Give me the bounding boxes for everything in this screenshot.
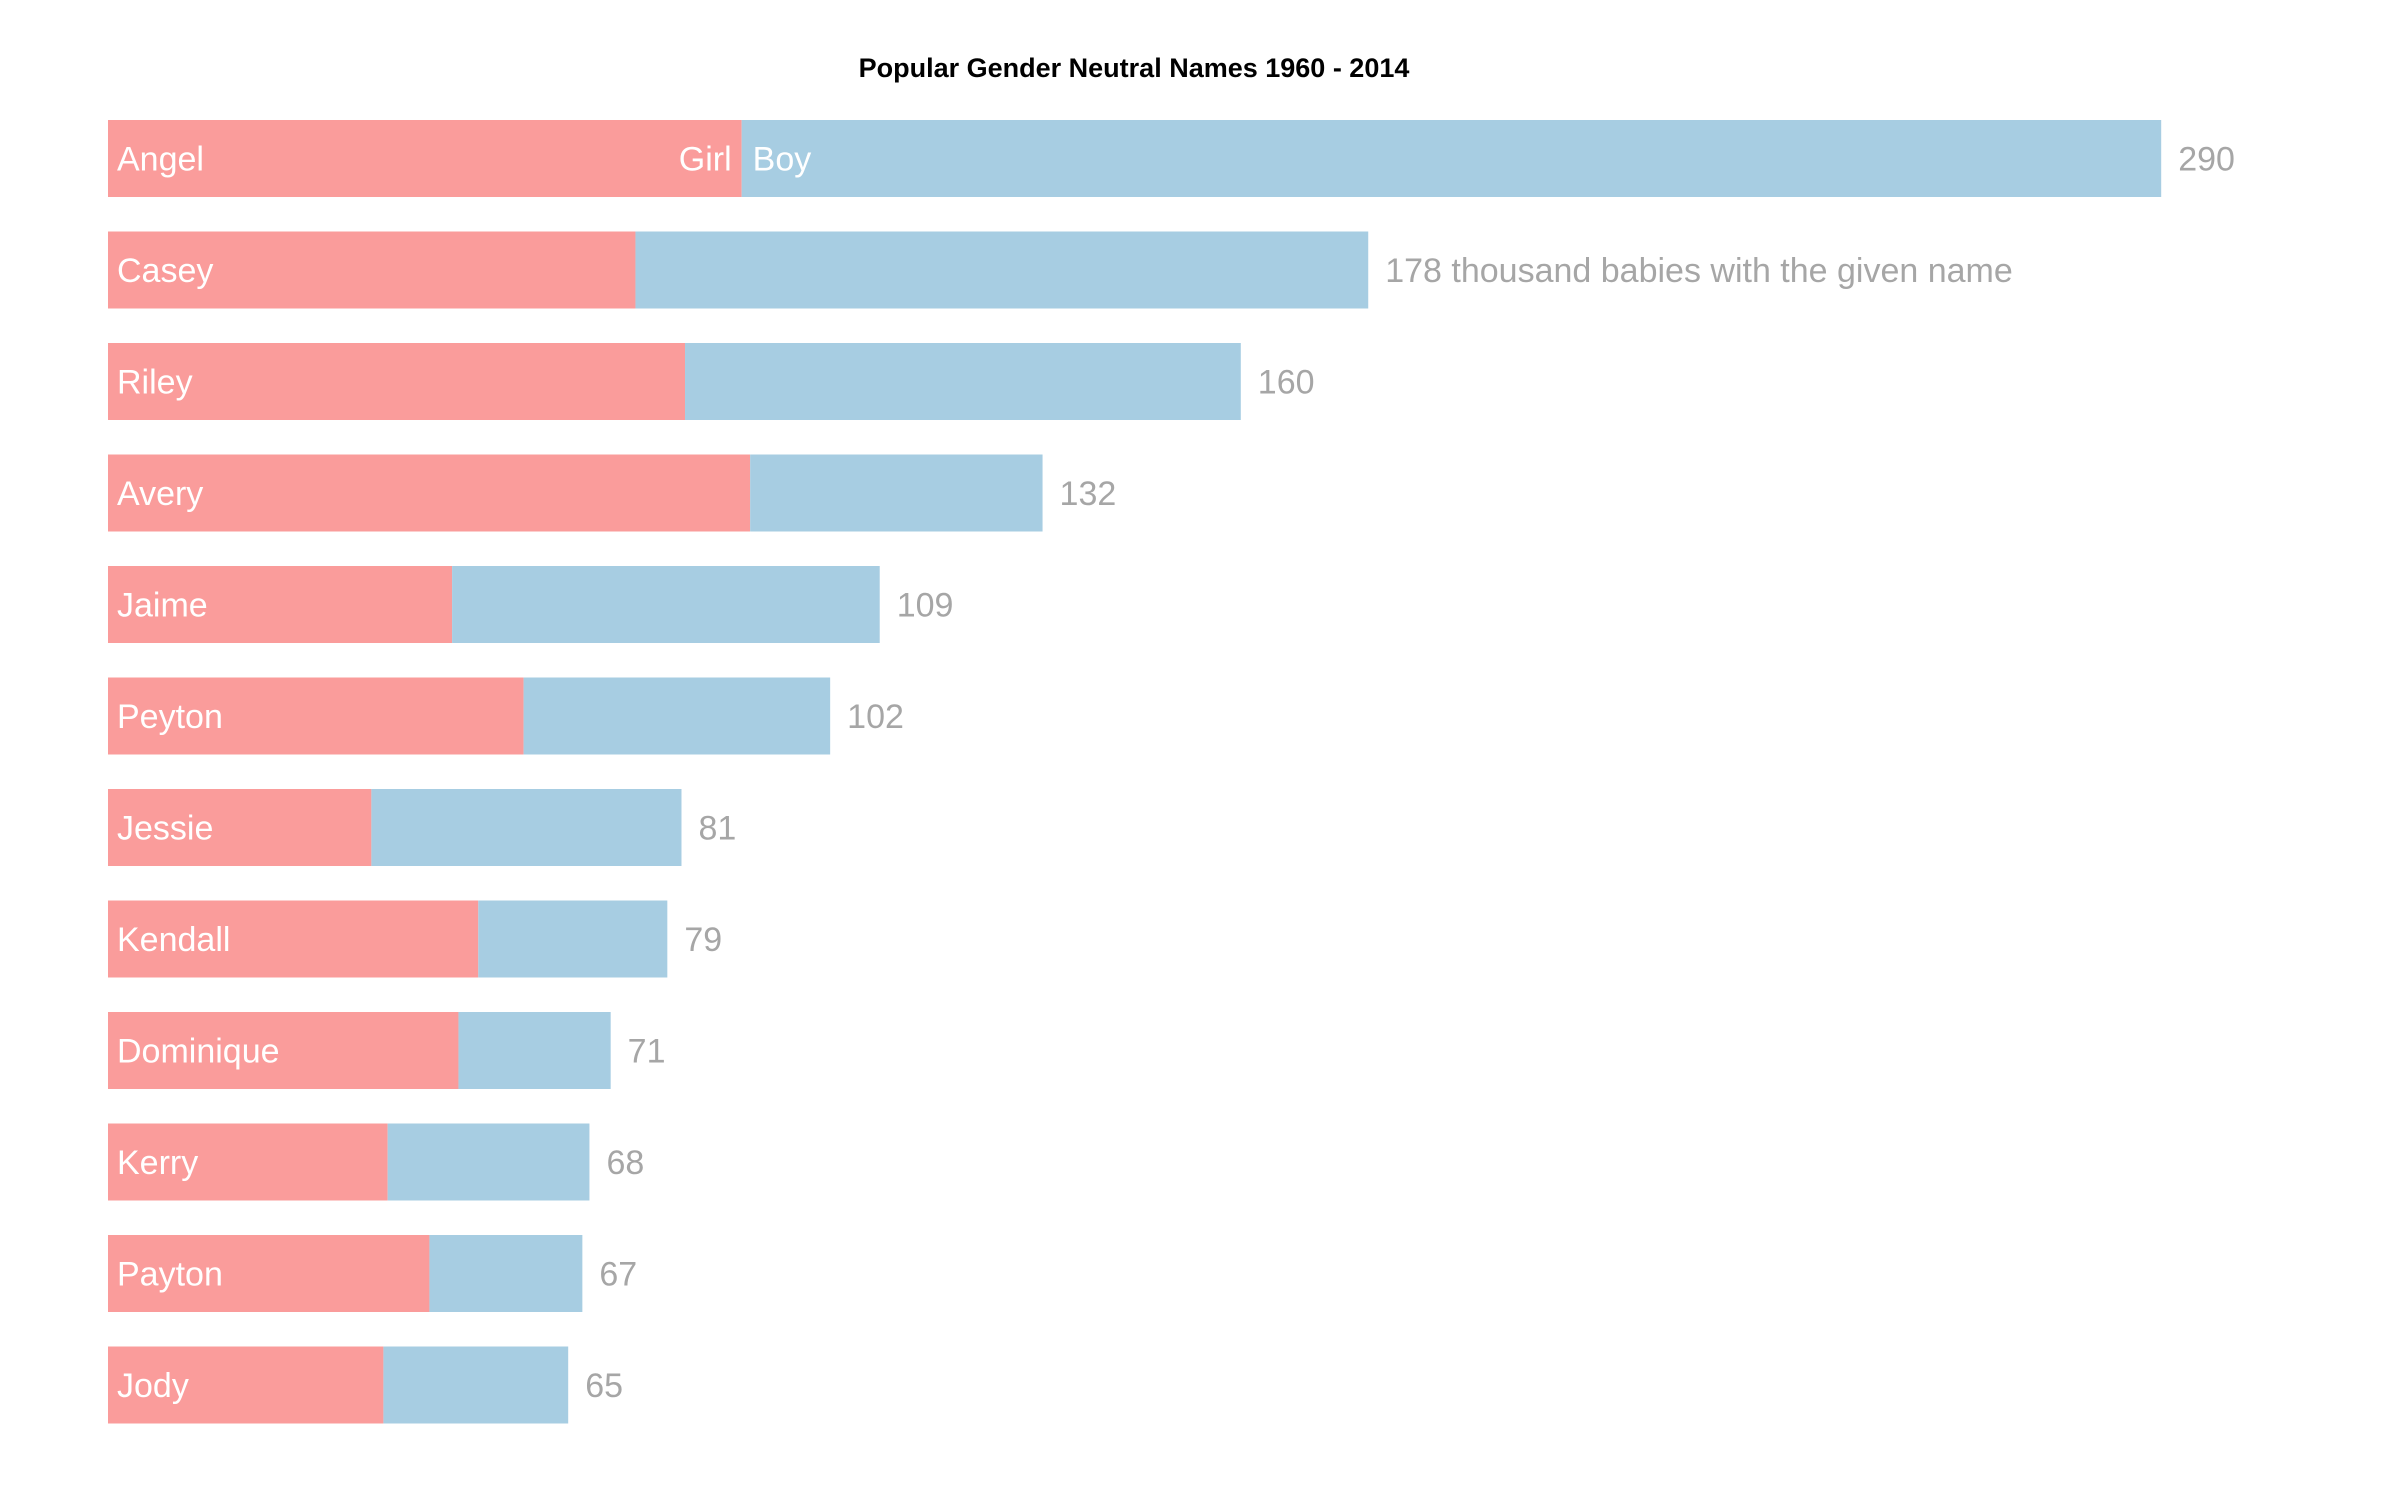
category-label: Peyton: [117, 698, 223, 736]
bar-girl-dominique: [108, 1012, 459, 1089]
data-label-total: 290: [2178, 141, 2235, 179]
bar-boy-kendall: [478, 900, 668, 978]
bar-row-jody: Jody 65: [108, 1346, 623, 1424]
category-label: Casey: [117, 252, 213, 290]
bar-girl-kerry: [108, 1123, 388, 1201]
bar-row-riley: Riley 160: [108, 343, 1315, 420]
bar-row-jessie: Jessie 81: [108, 789, 736, 866]
bar-row-peyton: Peyton 102: [108, 677, 904, 755]
data-label-total: 160: [1258, 364, 1315, 402]
bar-boy-jessie: [371, 789, 682, 866]
bar-girl-peyton: [108, 677, 524, 755]
category-label: Payton: [117, 1256, 223, 1294]
bar-boy-peyton: [523, 677, 831, 755]
bar-girl-riley: [108, 343, 686, 420]
chart-title: Popular Gender Neutral Names 1960 - 2014: [859, 53, 1410, 83]
data-label-total: 68: [606, 1144, 644, 1182]
bar-boy-angel: [741, 120, 2162, 197]
bar-girl-jody: [108, 1346, 384, 1424]
category-label: Dominique: [117, 1033, 280, 1071]
data-label-total: 79: [684, 921, 722, 959]
bar-girl-jaime: [108, 566, 453, 643]
bar-boy-riley: [685, 343, 1241, 420]
bar-row-jaime: Jaime 109: [108, 566, 953, 643]
bar-boy-jody: [383, 1346, 569, 1424]
bar-boy-dominique: [458, 1012, 611, 1089]
bar-row-angel: Angel Girl Boy 290: [108, 120, 2235, 197]
segment-label-boy: Boy: [753, 141, 812, 179]
category-label: Kerry: [117, 1144, 198, 1182]
bar-girl-kendall: [108, 900, 479, 978]
data-label-total: 132: [1060, 475, 1117, 513]
category-label: Jody: [117, 1367, 189, 1405]
data-label-total: 71: [628, 1033, 666, 1071]
bar-boy-jaime: [452, 566, 880, 643]
bar-boy-kerry: [387, 1123, 590, 1201]
bar-girl-jessie: [108, 789, 372, 866]
bars-group: Angel Girl Boy 290 Casey 178 thousand babies …: [108, 120, 2235, 1424]
bar-boy-avery: [750, 454, 1043, 532]
bar-row-dominique: Dominique 71: [108, 1012, 666, 1089]
bar-girl-casey: [108, 231, 636, 309]
bar-boy-casey: [635, 231, 1369, 309]
data-label-total: 65: [585, 1367, 623, 1405]
bar-row-avery: Avery 132: [108, 454, 1117, 532]
bar-row-payton: Payton 67: [108, 1235, 637, 1312]
bar-boy-payton: [429, 1235, 583, 1312]
category-label: Avery: [117, 475, 203, 513]
category-label: Jaime: [117, 587, 208, 625]
bar-girl-payton: [108, 1235, 430, 1312]
bar-girl-angel: [108, 120, 742, 197]
segment-label-girl: Girl: [679, 141, 732, 179]
bar-row-kendall: Kendall 79: [108, 900, 722, 978]
data-label-total: 178 thousand babies with the given name: [1385, 252, 2013, 290]
data-label-total: 109: [897, 587, 954, 625]
category-label: Kendall: [117, 921, 230, 959]
data-label-total: 102: [847, 698, 904, 736]
bar-girl-avery: [108, 454, 751, 532]
data-label-total: 67: [599, 1256, 637, 1294]
bar-row-casey: Casey 178 thousand babies with the given …: [108, 231, 2013, 309]
category-label: Jessie: [117, 810, 213, 848]
category-label: Angel: [117, 141, 204, 179]
bar-row-kerry: Kerry 68: [108, 1123, 644, 1201]
data-label-total: 81: [698, 810, 736, 848]
category-label: Riley: [117, 364, 193, 402]
